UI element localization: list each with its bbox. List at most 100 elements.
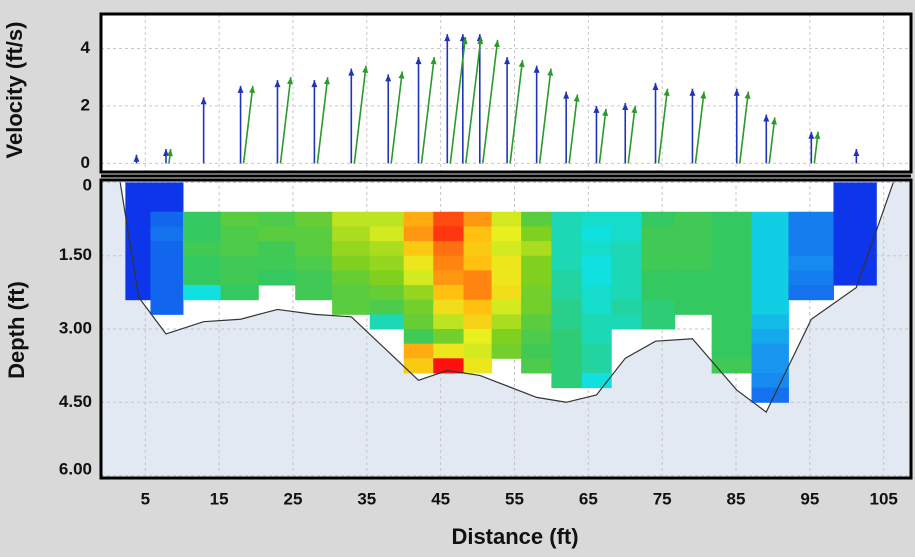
velocity-cell	[581, 285, 612, 301]
arrow-head	[162, 149, 169, 157]
velocity-arrow	[509, 59, 525, 164]
velocity-cell	[332, 226, 371, 242]
velocity-arrow	[563, 91, 570, 164]
velocity-cell	[332, 270, 371, 286]
velocity-cell	[611, 314, 642, 330]
velocity-cell	[369, 255, 405, 271]
velocity-cell	[182, 285, 222, 301]
velocity-cell	[551, 270, 583, 286]
arrow-head	[166, 149, 173, 157]
velocity-cell	[258, 211, 296, 227]
velocity-cell	[463, 270, 493, 286]
velocity-cell	[125, 211, 151, 227]
arrow-head	[547, 68, 554, 76]
velocity-cell	[150, 255, 184, 271]
x-tick-label: 5	[141, 489, 150, 508]
arrow-head	[362, 65, 369, 74]
velocity-arrow	[768, 117, 777, 164]
velocity-arrow	[279, 77, 293, 164]
velocity-cell	[551, 241, 583, 257]
velocity-arrow	[242, 85, 256, 164]
velocity-cell	[491, 226, 522, 242]
velocity-cell	[581, 329, 612, 345]
arrow-head	[770, 117, 777, 125]
velocity-cell	[674, 270, 713, 286]
velocity-cell	[150, 197, 184, 213]
velocity-cell	[751, 285, 789, 301]
velocity-cell	[711, 299, 753, 315]
velocity-cell	[369, 241, 405, 257]
velocity-cell	[674, 255, 713, 271]
velocity-cell	[551, 343, 583, 359]
velocity-cell	[611, 226, 642, 242]
arrow-shaft	[538, 68, 552, 164]
velocity-cell	[751, 372, 789, 389]
velocity-cell	[491, 343, 522, 359]
arrow-shaft	[768, 117, 776, 164]
velocity-cell	[751, 299, 789, 315]
arrow-shaft	[316, 77, 329, 164]
velocity-cell	[833, 241, 877, 257]
velocity-cell	[521, 255, 552, 271]
velocity-cell	[581, 314, 612, 330]
velocity-cell	[641, 299, 676, 315]
velocity-cell	[403, 329, 434, 345]
velocity-arrow	[162, 149, 169, 164]
velocity-arrow	[738, 91, 751, 164]
velocity-cell	[521, 314, 552, 330]
velocity-cell	[641, 285, 676, 301]
velocity-cell	[751, 387, 789, 403]
y-tick-label: 0	[83, 175, 92, 194]
velocity-cell	[521, 343, 552, 359]
velocity-cell	[295, 270, 333, 286]
arrow-head	[622, 103, 629, 111]
velocity-cell	[182, 226, 222, 242]
velocity-cell	[369, 226, 405, 242]
velocity-cell	[551, 285, 583, 301]
arrow-shaft	[509, 59, 524, 164]
arrow-head	[700, 91, 707, 99]
velocity-cell	[674, 211, 713, 227]
velocity-cell	[258, 255, 296, 271]
velocity-cell	[125, 241, 151, 257]
velocity-cell	[674, 241, 713, 257]
velocity-cell	[463, 255, 493, 271]
y-tick-label: 0	[81, 153, 90, 172]
velocity-cell	[551, 358, 583, 374]
y-tick-label: 4	[81, 38, 91, 57]
arrow-head	[533, 65, 540, 73]
velocity-cell	[833, 226, 877, 242]
arrow-head	[237, 85, 244, 93]
velocity-cell	[463, 241, 493, 257]
x-tick-label: 35	[357, 489, 376, 508]
arrow-shaft	[694, 91, 705, 164]
arrow-head	[274, 80, 281, 88]
arrow-shaft	[598, 108, 607, 164]
arrow-shaft	[242, 85, 254, 164]
velocity-cell	[125, 182, 151, 198]
arrow-head	[493, 39, 500, 48]
velocity-cell	[258, 226, 296, 242]
velocity-arrow	[504, 57, 511, 164]
velocity-cell	[332, 285, 371, 301]
velocity-cell	[182, 211, 222, 227]
velocity-cell	[751, 226, 789, 242]
velocity-cell	[674, 299, 713, 315]
arrow-shaft	[420, 56, 436, 164]
velocity-cell	[551, 255, 583, 271]
velocity-cell	[258, 241, 296, 257]
arrow-head	[602, 108, 609, 117]
velocity-cell	[711, 329, 753, 345]
velocity-cell	[182, 255, 222, 271]
velocity-cell	[833, 182, 877, 198]
arrow-head	[744, 91, 751, 99]
velocity-cell	[711, 343, 753, 359]
velocity-cell	[369, 270, 405, 286]
velocity-cell	[611, 255, 642, 271]
velocity-arrow	[652, 82, 659, 164]
velocity-cell	[463, 314, 493, 330]
velocity-cell	[641, 255, 676, 271]
velocity-cell	[711, 358, 753, 374]
arrow-head	[573, 94, 580, 102]
